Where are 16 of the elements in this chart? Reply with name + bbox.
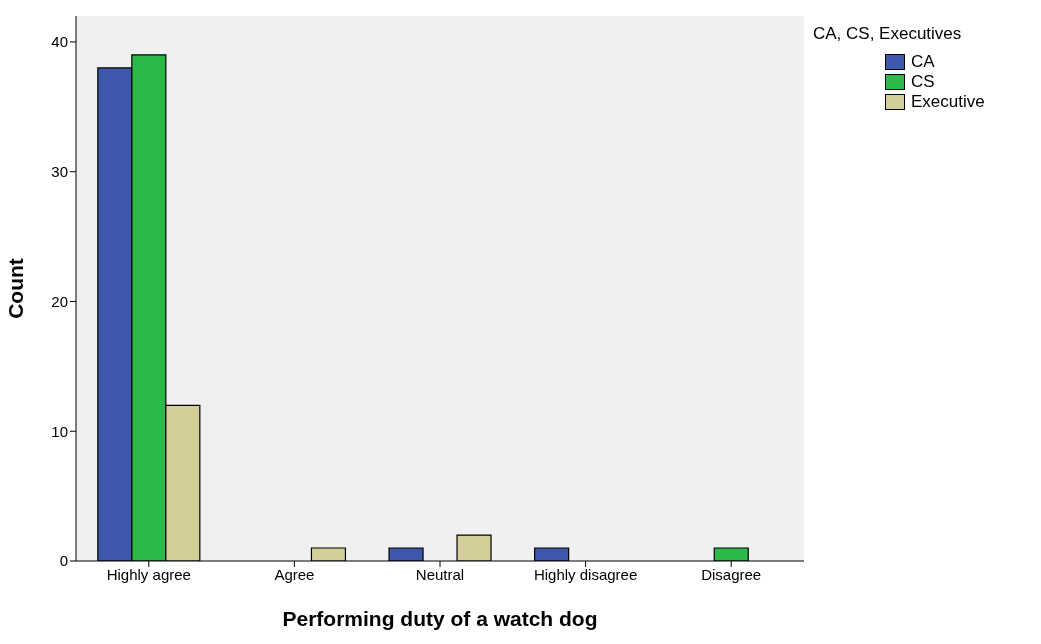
x-tick-label: Neutral — [415, 565, 465, 583]
legend-label: CA — [911, 52, 935, 72]
y-tick-label: 20 — [51, 292, 68, 310]
y-tick-label: 10 — [51, 422, 68, 440]
y-tick-label: 40 — [51, 33, 68, 51]
y-axis-title: Count — [4, 258, 28, 319]
x-axis-title: Performing duty of a watch dog — [282, 607, 598, 630]
y-tick-label: 30 — [51, 163, 68, 181]
x-tick-label: Disagree — [701, 565, 762, 583]
legend-label: Executive — [911, 92, 985, 112]
x-tick-label: Agree — [274, 565, 315, 583]
x-tick-label: Highly agree — [106, 565, 191, 583]
legend-title: CA, CS, Executives — [813, 24, 963, 44]
y-tick-label: 0 — [59, 552, 68, 570]
x-tick-label: Highly disagree — [533, 565, 638, 583]
legend-label: CS — [911, 72, 935, 92]
